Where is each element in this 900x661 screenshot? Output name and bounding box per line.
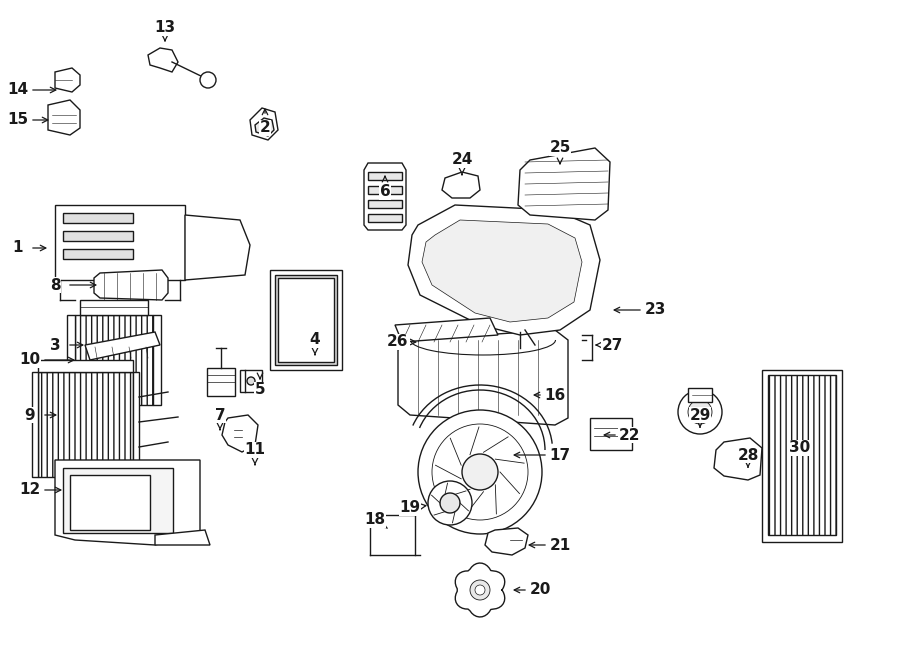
Text: 5: 5: [255, 383, 266, 397]
Circle shape: [678, 390, 722, 434]
Text: 18: 18: [364, 512, 385, 527]
Text: 9: 9: [24, 407, 35, 422]
Polygon shape: [364, 163, 406, 230]
Bar: [55, 205, 185, 280]
Bar: [70, 475, 150, 530]
Text: 20: 20: [529, 582, 551, 598]
Polygon shape: [455, 563, 505, 617]
Text: 2: 2: [259, 120, 270, 136]
Bar: [278, 278, 334, 362]
Text: 22: 22: [619, 428, 641, 442]
Polygon shape: [398, 330, 568, 425]
Circle shape: [247, 377, 255, 385]
Circle shape: [475, 585, 485, 595]
Bar: [368, 186, 402, 194]
Polygon shape: [222, 415, 258, 452]
Bar: [32, 372, 38, 477]
Polygon shape: [422, 220, 582, 322]
Polygon shape: [94, 270, 168, 300]
Circle shape: [462, 454, 498, 490]
Bar: [590, 418, 632, 450]
Text: 6: 6: [380, 184, 391, 200]
Bar: [63, 231, 133, 241]
Bar: [762, 370, 842, 542]
Circle shape: [440, 493, 460, 513]
Polygon shape: [518, 148, 610, 220]
Text: 16: 16: [544, 387, 565, 403]
Polygon shape: [155, 530, 210, 545]
Text: 28: 28: [737, 447, 759, 463]
Polygon shape: [48, 100, 80, 135]
Bar: [275, 275, 337, 365]
Polygon shape: [442, 172, 480, 198]
Bar: [67, 315, 75, 405]
Text: 17: 17: [549, 447, 571, 463]
Bar: [63, 249, 133, 259]
Bar: [768, 375, 836, 535]
Polygon shape: [250, 108, 278, 140]
Bar: [80, 300, 148, 315]
Circle shape: [470, 580, 490, 600]
Text: 30: 30: [789, 440, 811, 455]
Polygon shape: [185, 215, 250, 280]
Text: 27: 27: [601, 338, 623, 352]
Text: 15: 15: [7, 112, 29, 128]
Bar: [688, 388, 712, 402]
Polygon shape: [55, 68, 80, 92]
Text: 29: 29: [689, 407, 711, 422]
Text: 21: 21: [549, 537, 571, 553]
Text: 7: 7: [215, 407, 225, 422]
Text: 19: 19: [400, 500, 420, 516]
Bar: [133, 372, 139, 477]
Bar: [368, 214, 402, 222]
Text: 10: 10: [20, 352, 40, 368]
Text: 3: 3: [50, 338, 60, 352]
Polygon shape: [255, 118, 274, 136]
Bar: [368, 172, 402, 180]
Polygon shape: [85, 332, 160, 360]
Bar: [63, 213, 133, 223]
Text: 11: 11: [245, 442, 266, 457]
Text: 26: 26: [387, 334, 409, 350]
Text: 25: 25: [549, 141, 571, 155]
Bar: [75, 315, 153, 405]
Polygon shape: [148, 48, 178, 72]
Bar: [240, 370, 262, 392]
Polygon shape: [408, 205, 600, 335]
Bar: [63, 468, 173, 533]
Text: 14: 14: [7, 83, 29, 98]
Circle shape: [428, 481, 472, 525]
Text: 13: 13: [155, 20, 176, 36]
Circle shape: [432, 424, 528, 520]
Polygon shape: [485, 528, 528, 555]
Text: 4: 4: [310, 332, 320, 348]
Bar: [368, 200, 402, 208]
Text: 12: 12: [20, 483, 40, 498]
Circle shape: [418, 410, 542, 534]
Text: 8: 8: [50, 278, 60, 293]
Polygon shape: [714, 438, 762, 480]
Text: 24: 24: [451, 153, 472, 167]
Polygon shape: [395, 318, 498, 342]
Bar: [38, 372, 133, 477]
Text: 23: 23: [644, 303, 666, 317]
Bar: [207, 368, 235, 396]
Bar: [153, 315, 161, 405]
Polygon shape: [55, 460, 200, 545]
Circle shape: [200, 72, 216, 88]
Bar: [270, 270, 342, 370]
Text: 1: 1: [13, 241, 23, 256]
Bar: [38, 360, 133, 372]
Circle shape: [688, 400, 712, 424]
